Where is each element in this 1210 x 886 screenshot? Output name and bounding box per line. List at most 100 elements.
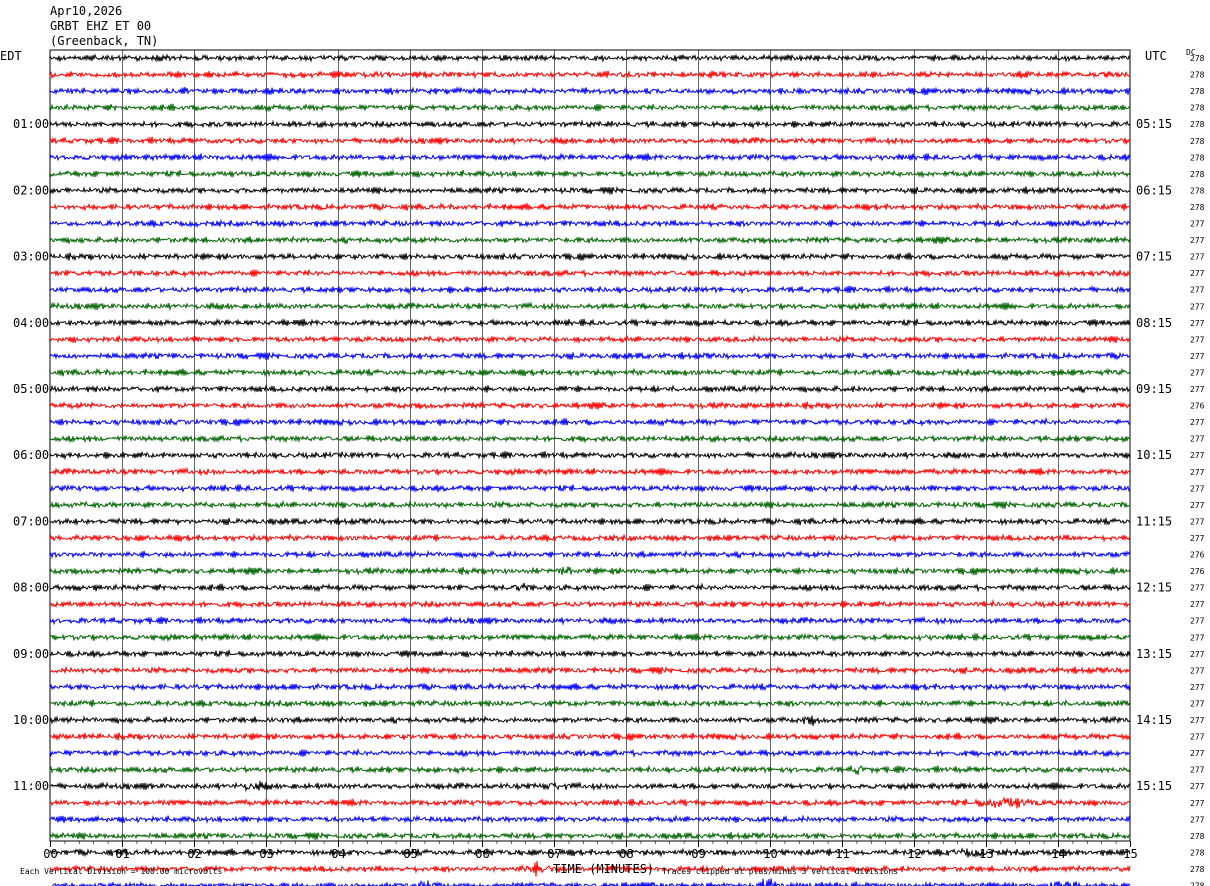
- trace-row-5: [49, 135, 1131, 146]
- x-tick-label: 15: [1123, 847, 1137, 861]
- x-tick-label: 03: [259, 847, 273, 861]
- trace-row-36: [49, 649, 1131, 659]
- station-code: GRBT EHZ ET 00: [50, 19, 152, 33]
- trace-row-15: [49, 301, 1131, 312]
- dc-offset-label: 277: [1190, 666, 1205, 675]
- dc-offset-label: 277: [1190, 733, 1205, 742]
- trace-row-2: [49, 86, 1131, 97]
- trace-row-14: [49, 284, 1131, 295]
- trace-row-21: [49, 400, 1131, 411]
- trace-row-13: [49, 268, 1131, 279]
- dc-offset-label: 278: [1190, 882, 1205, 886]
- left-hour-label: 08:00: [13, 581, 49, 595]
- left-hour-label: 06:00: [13, 448, 49, 462]
- trace-row-40: [49, 715, 1131, 727]
- dc-offset-label: 277: [1190, 418, 1205, 427]
- dc-offset-label: 278: [1190, 71, 1205, 80]
- dc-offset-label: 277: [1190, 517, 1205, 526]
- right-hour-label: 13:15: [1136, 647, 1172, 661]
- dc-offset-label: 278: [1190, 137, 1205, 146]
- right-hour-label: 06:15: [1136, 183, 1172, 197]
- x-tick-label: 10: [763, 847, 777, 861]
- x-tick-label: 11: [835, 847, 849, 861]
- trace-row-22: [49, 416, 1131, 428]
- right-hour-label: 10:15: [1136, 448, 1172, 462]
- trace-row-46: [49, 814, 1131, 825]
- trace-row-24: [49, 450, 1131, 461]
- right-hour-label: 11:15: [1136, 514, 1172, 528]
- trace-row-17: [49, 334, 1131, 345]
- plot-frame: [49, 49, 1131, 842]
- trace-row-12: [49, 251, 1131, 262]
- dc-offset-label: 277: [1190, 352, 1205, 361]
- x-tick-label: 14: [1051, 847, 1065, 861]
- vertical-scale-note: Each Vertical Division = 100.00 microvol…: [20, 867, 223, 876]
- x-tick-label: 04: [331, 847, 345, 861]
- dc-offset-label: 277: [1190, 385, 1205, 394]
- trace-row-9: [49, 201, 1130, 212]
- dc-offset-label: 278: [1190, 832, 1205, 841]
- plot-date: Apr10,2026: [50, 4, 123, 18]
- dc-offset-label: 277: [1190, 335, 1205, 344]
- trace-row-38: [49, 681, 1131, 693]
- dc-offset-label: 277: [1190, 699, 1205, 708]
- trace-row-6: [49, 152, 1131, 163]
- dc-offset-label: 278: [1190, 186, 1205, 195]
- left-hour-label: 03:00: [13, 250, 49, 264]
- clipping-note: Traces clipped at plus/minus 5 vertical …: [662, 867, 899, 876]
- right-hour-label: 15:15: [1136, 779, 1172, 793]
- trace-row-37: [49, 665, 1131, 676]
- dc-offset-label: 277: [1190, 782, 1205, 791]
- dc-offset-header: DC: [1186, 48, 1196, 57]
- right-hour-label: 12:15: [1136, 581, 1172, 595]
- left-hour-label: 01:00: [13, 117, 49, 131]
- trace-row-30: [49, 549, 1131, 560]
- trace-row-34: [49, 615, 1131, 626]
- dc-offset-label: 276: [1190, 402, 1205, 411]
- dc-offset-label: 277: [1190, 600, 1205, 609]
- dc-offset-label: 277: [1190, 269, 1205, 278]
- trace-row-48: [49, 847, 1131, 858]
- trace-row-16: [49, 317, 1131, 328]
- dc-offset-label: 277: [1190, 683, 1205, 692]
- trace-row-33: [49, 598, 1131, 610]
- trace-row-19: [49, 367, 1131, 378]
- dc-offset-label: 277: [1190, 319, 1205, 328]
- right-hour-label: 07:15: [1136, 250, 1172, 264]
- trace-row-18: [49, 351, 1131, 361]
- trace-row-43: [49, 764, 1131, 775]
- trace-row-29: [49, 533, 1131, 543]
- left-hour-label: 11:00: [13, 779, 49, 793]
- dc-offset-label: 277: [1190, 484, 1205, 493]
- left-hour-label: 10:00: [13, 713, 49, 727]
- trace-row-25: [49, 466, 1131, 477]
- trace-row-45: [49, 796, 1131, 809]
- dc-offset-label: 278: [1190, 104, 1205, 113]
- dc-offset-label: 276: [1190, 567, 1205, 576]
- dc-offset-label: 277: [1190, 633, 1205, 642]
- dc-offset-label: 278: [1190, 848, 1205, 857]
- trace-row-28: [49, 516, 1131, 527]
- x-tick-label: 06: [475, 847, 489, 861]
- dc-offset-label: 278: [1190, 170, 1205, 179]
- dc-offset-label: 277: [1190, 501, 1205, 510]
- trace-row-41: [49, 731, 1131, 742]
- dc-offset-label: 278: [1190, 203, 1205, 212]
- dc-offset-label: 277: [1190, 617, 1205, 626]
- trace-row-23: [49, 433, 1131, 444]
- trace-row-26: [49, 483, 1131, 494]
- trace-row-1: [49, 69, 1131, 80]
- dc-offset-label: 277: [1190, 534, 1205, 543]
- dc-offset-label: 277: [1190, 716, 1205, 725]
- trace-row-27: [49, 499, 1131, 510]
- dc-offset-label: 276: [1190, 551, 1205, 560]
- right-hour-label: 09:15: [1136, 382, 1172, 396]
- dc-offset-label: 277: [1190, 749, 1205, 758]
- dc-offset-label: 278: [1190, 87, 1205, 96]
- trace-row-31: [49, 566, 1131, 576]
- trace-row-7: [49, 168, 1131, 179]
- trace-row-42: [49, 747, 1131, 759]
- dc-offset-label: 277: [1190, 650, 1205, 659]
- x-tick-label: 12: [907, 847, 921, 861]
